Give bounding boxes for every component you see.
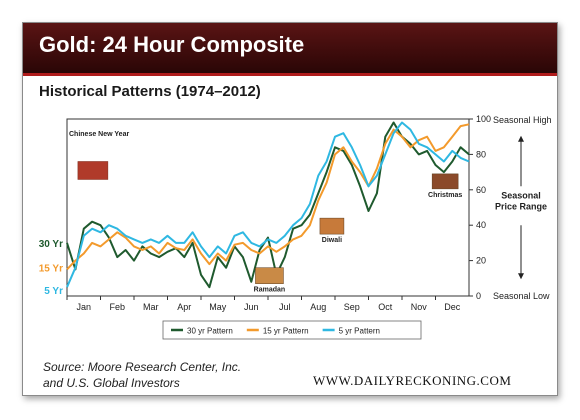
source-line-1: Source: Moore Research Center, Inc.	[43, 360, 242, 374]
price-range-label-1: Seasonal	[501, 191, 541, 201]
series-line-2	[66, 121, 470, 288]
x-tick-label: Mar	[143, 302, 159, 312]
chart-title: Gold: 24 Hour Composite	[39, 32, 305, 57]
seasonal-high-label: Seasonal High	[493, 115, 552, 125]
site-url: WWW.DAILYRECKONING.COM	[313, 373, 512, 388]
annotation-label: Christmas	[428, 192, 462, 199]
y-tick-label: 20	[476, 256, 486, 266]
y-tick-label: 100	[476, 114, 491, 124]
legend-label: 15 yr Pattern	[263, 327, 309, 336]
x-tick-label: Oct	[378, 302, 393, 312]
y-tick-label: 40	[476, 220, 486, 230]
legend-label: 5 yr Pattern	[339, 327, 380, 336]
x-tick-label: Jun	[244, 302, 259, 312]
range-arrow-down-head	[518, 273, 524, 280]
annotation-label: Ramadan	[254, 287, 286, 294]
x-tick-label: Feb	[109, 302, 125, 312]
annotation-image	[77, 161, 109, 180]
y-tick-label: 0	[476, 291, 481, 301]
x-tick-label: Aug	[310, 302, 326, 312]
y-tick-label: 80	[476, 149, 486, 159]
annotation-image	[319, 217, 345, 235]
legend-label: 30 yr Pattern	[187, 327, 233, 336]
x-tick-label: Dec	[444, 302, 461, 312]
left-series-label: 5 Yr	[44, 286, 63, 297]
x-tick-label: May	[209, 302, 227, 312]
x-tick-label: Apr	[177, 302, 191, 312]
chart-subtitle: Historical Patterns (1974–2012)	[39, 83, 261, 100]
x-tick-label: Nov	[411, 302, 428, 312]
legend-box	[162, 320, 422, 340]
left-series-label: 15 Yr	[39, 263, 63, 274]
chart-card: Gold: 24 Hour Composite Historical Patte…	[22, 22, 558, 396]
x-tick-label: Jul	[279, 302, 291, 312]
title-banner: Gold: 24 Hour Composite	[23, 23, 557, 76]
annotation-label: Diwali	[322, 237, 342, 244]
series-line-1	[66, 123, 470, 271]
annotation-image	[431, 173, 459, 190]
plot-wrapper: Jan Feb Mar Apr May Jun Jul Aug Sep Oct Nov Dec 0 20…	[23, 111, 557, 362]
annotation-label: Chinese New Year	[69, 131, 129, 138]
plot-area	[66, 118, 470, 297]
seasonal-low-label: Seasonal Low	[493, 291, 550, 301]
range-arrow-up-head	[518, 135, 524, 142]
annotation-image	[255, 267, 284, 284]
gold-seasonal-chart: Jan Feb Mar Apr May Jun Jul Aug Sep Oct Nov Dec 0 20…	[39, 114, 552, 340]
source-line-2: and U.S. Global Investors	[43, 376, 180, 390]
x-tick-label: Sep	[344, 302, 360, 312]
price-range-label-2: Price Range	[495, 202, 547, 212]
y-tick-label: 60	[476, 185, 486, 195]
left-series-label: 30 Yr	[39, 239, 63, 250]
x-tick-label: Jan	[76, 302, 91, 312]
source-note: Source: Moore Research Center, Inc. and …	[43, 359, 241, 391]
